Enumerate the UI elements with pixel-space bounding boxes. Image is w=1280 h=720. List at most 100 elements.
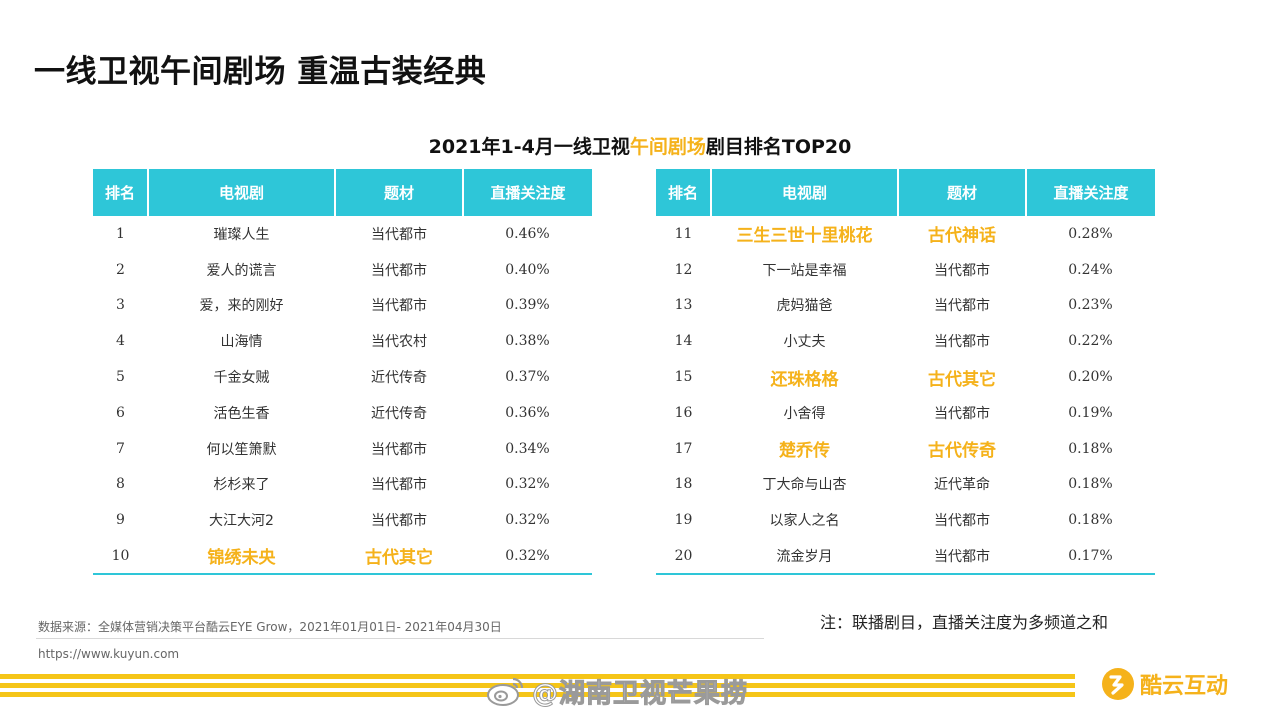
table-row: 17 楚乔传 古代传奇 0.18% [656,431,1155,467]
cell-rank: 12 [674,261,693,278]
cell-genre: 当代都市 [371,226,427,243]
table-row: 9 大江大河2 当代都市 0.32% [93,502,592,538]
cell-drama: 杉杉来了 [213,477,270,494]
weibo-watermark: @湖南卫视芒果捞 [486,668,1018,714]
footnote: 注：联播剧目，直播关注度为多频道之和 [820,613,1109,632]
cell-attention: 0.23% [1068,297,1113,314]
cell-attention: 0.34% [505,440,550,457]
table-subtitle: 2021年1-4月一线卫视午间剧场剧目排名TOP20 [0,132,1280,159]
cell-attention: 0.20% [1068,369,1113,386]
ranking-table-left: 排名 电视剧 题材 直播关注度 1 璀璨人生 当代都市 0.46% 2 爱人的谎言 当代都市… [93,169,592,575]
footer-stripe [0,683,1075,688]
cell-genre: 古代传奇 [928,441,996,462]
table-row: 4 山海情 当代农村 0.38% [93,323,592,359]
weibo-icon [487,677,524,706]
cell-genre: 当代都市 [371,477,427,494]
cell-attention: 0.22% [1068,333,1113,350]
cell-genre: 近代传奇 [371,405,427,422]
table-row: 18 丁大命与山杏 近代革命 0.18% [656,467,1155,503]
cell-drama: 三生三世十里桃花 [736,226,873,247]
cell-attention: 0.18% [1068,476,1113,493]
cell-drama: 活色生香 [213,405,270,422]
cell-genre: 当代都市 [934,513,990,530]
cell-attention: 0.18% [1068,512,1113,529]
cell-rank: 5 [116,369,125,386]
cell-rank: 9 [116,512,125,529]
cell-genre: 古代其它 [928,369,996,390]
cell-attention: 0.46% [505,225,550,242]
header-drama: 电视剧 [148,169,336,216]
weibo-handle: @湖南卫视芒果捞 [531,678,749,709]
cell-genre: 当代都市 [371,513,427,530]
table-row: 13 虎妈猫爸 当代都市 0.23% [656,288,1155,324]
table-row: 15 还珠格格 古代其它 0.20% [656,359,1155,395]
table-row: 16 小舍得 当代都市 0.19% [656,395,1155,431]
footer-stripe [0,692,1075,697]
cell-attention: 0.32% [505,476,550,493]
cell-attention: 0.17% [1026,538,1155,575]
cell-attention: 0.19% [1068,404,1113,421]
cell-rank: 2 [116,261,125,278]
cell-genre: 当代农村 [371,334,427,351]
cell-genre: 当代都市 [934,262,990,279]
table-row: 19 以家人之名 当代都市 0.18% [656,502,1155,538]
data-source: 数据来源：全媒体营销决策平台酷云EYE Grow，2021年01月01日- 20… [38,620,502,634]
cell-rank: 11 [674,225,693,242]
cell-rank: 17 [674,440,693,457]
header-rank: 排名 [93,169,149,216]
cell-drama: 何以笙箫默 [206,441,277,458]
table-row: 6 活色生香 近代传奇 0.36% [93,395,592,431]
header-genre: 题材 [898,169,1027,216]
cell-drama: 虎妈猫爸 [776,298,833,315]
cell-genre: 古代神话 [928,226,996,247]
cell-genre: 当代都市 [371,441,427,458]
cell-attention: 0.32% [463,538,592,575]
cell-attention: 0.36% [505,404,550,421]
cell-attention: 0.32% [505,512,550,529]
cell-rank: 1 [116,225,125,242]
header-drama: 电视剧 [711,169,899,216]
cell-genre: 近代传奇 [371,370,427,387]
table-row: 5 千金女贼 近代传奇 0.37% [93,359,592,395]
cell-attention: 0.24% [1068,261,1113,278]
cell-rank: 6 [116,404,125,421]
cell-drama: 锦绣未央 [148,538,335,575]
cell-rank: 8 [116,476,125,493]
table-row: 11 三生三世十里桃花 古代神话 0.28% [656,216,1155,252]
cell-drama: 山海情 [220,334,263,351]
cell-attention: 0.18% [1068,440,1113,457]
ranking-table-right: 排名 电视剧 题材 直播关注度 11 三生三世十里桃花 古代神话 0.28% 12 下一站… [656,169,1155,575]
cell-rank: 16 [674,404,693,421]
cell-rank: 7 [116,440,125,457]
footer-stripe [0,674,1075,679]
cell-rank: 14 [674,333,693,350]
cell-attention: 0.37% [505,369,550,386]
cell-genre: 当代都市 [934,405,990,422]
source-divider [36,638,764,639]
cell-attention: 0.38% [505,333,550,350]
cell-drama: 千金女贼 [213,370,270,387]
table-header-row: 排名 电视剧 题材 直播关注度 [656,169,1155,216]
cell-drama: 小丈夫 [783,334,826,351]
table-row: 20 流金岁月 当代都市 0.17% [656,538,1155,575]
cell-drama: 大江大河2 [209,513,274,530]
brand-name: 酷云互动 [1140,674,1229,699]
cell-rank: 20 [656,538,711,575]
cell-genre: 当代都市 [934,298,990,315]
header-attention: 直播关注度 [463,169,592,216]
cell-drama: 以家人之名 [769,513,840,530]
cell-drama: 流金岁月 [711,538,898,575]
cell-drama: 还珠格格 [770,369,839,390]
table-row: 10 锦绣未央 古代其它 0.32% [93,538,592,575]
cell-rank: 10 [93,538,148,575]
table-row: 1 璀璨人生 当代都市 0.46% [93,216,592,252]
cell-rank: 18 [674,476,693,493]
cell-rank: 19 [674,512,693,529]
table-row: 7 何以笙箫默 当代都市 0.34% [93,431,592,467]
cell-drama: 爱人的谎言 [206,262,277,279]
cell-drama: 下一站是幸福 [762,262,847,279]
kuyun-logo-icon [1102,668,1134,700]
cell-drama: 丁大命与山杏 [762,477,847,494]
cell-attention: 0.40% [505,261,550,278]
cell-genre: 当代都市 [371,298,427,315]
